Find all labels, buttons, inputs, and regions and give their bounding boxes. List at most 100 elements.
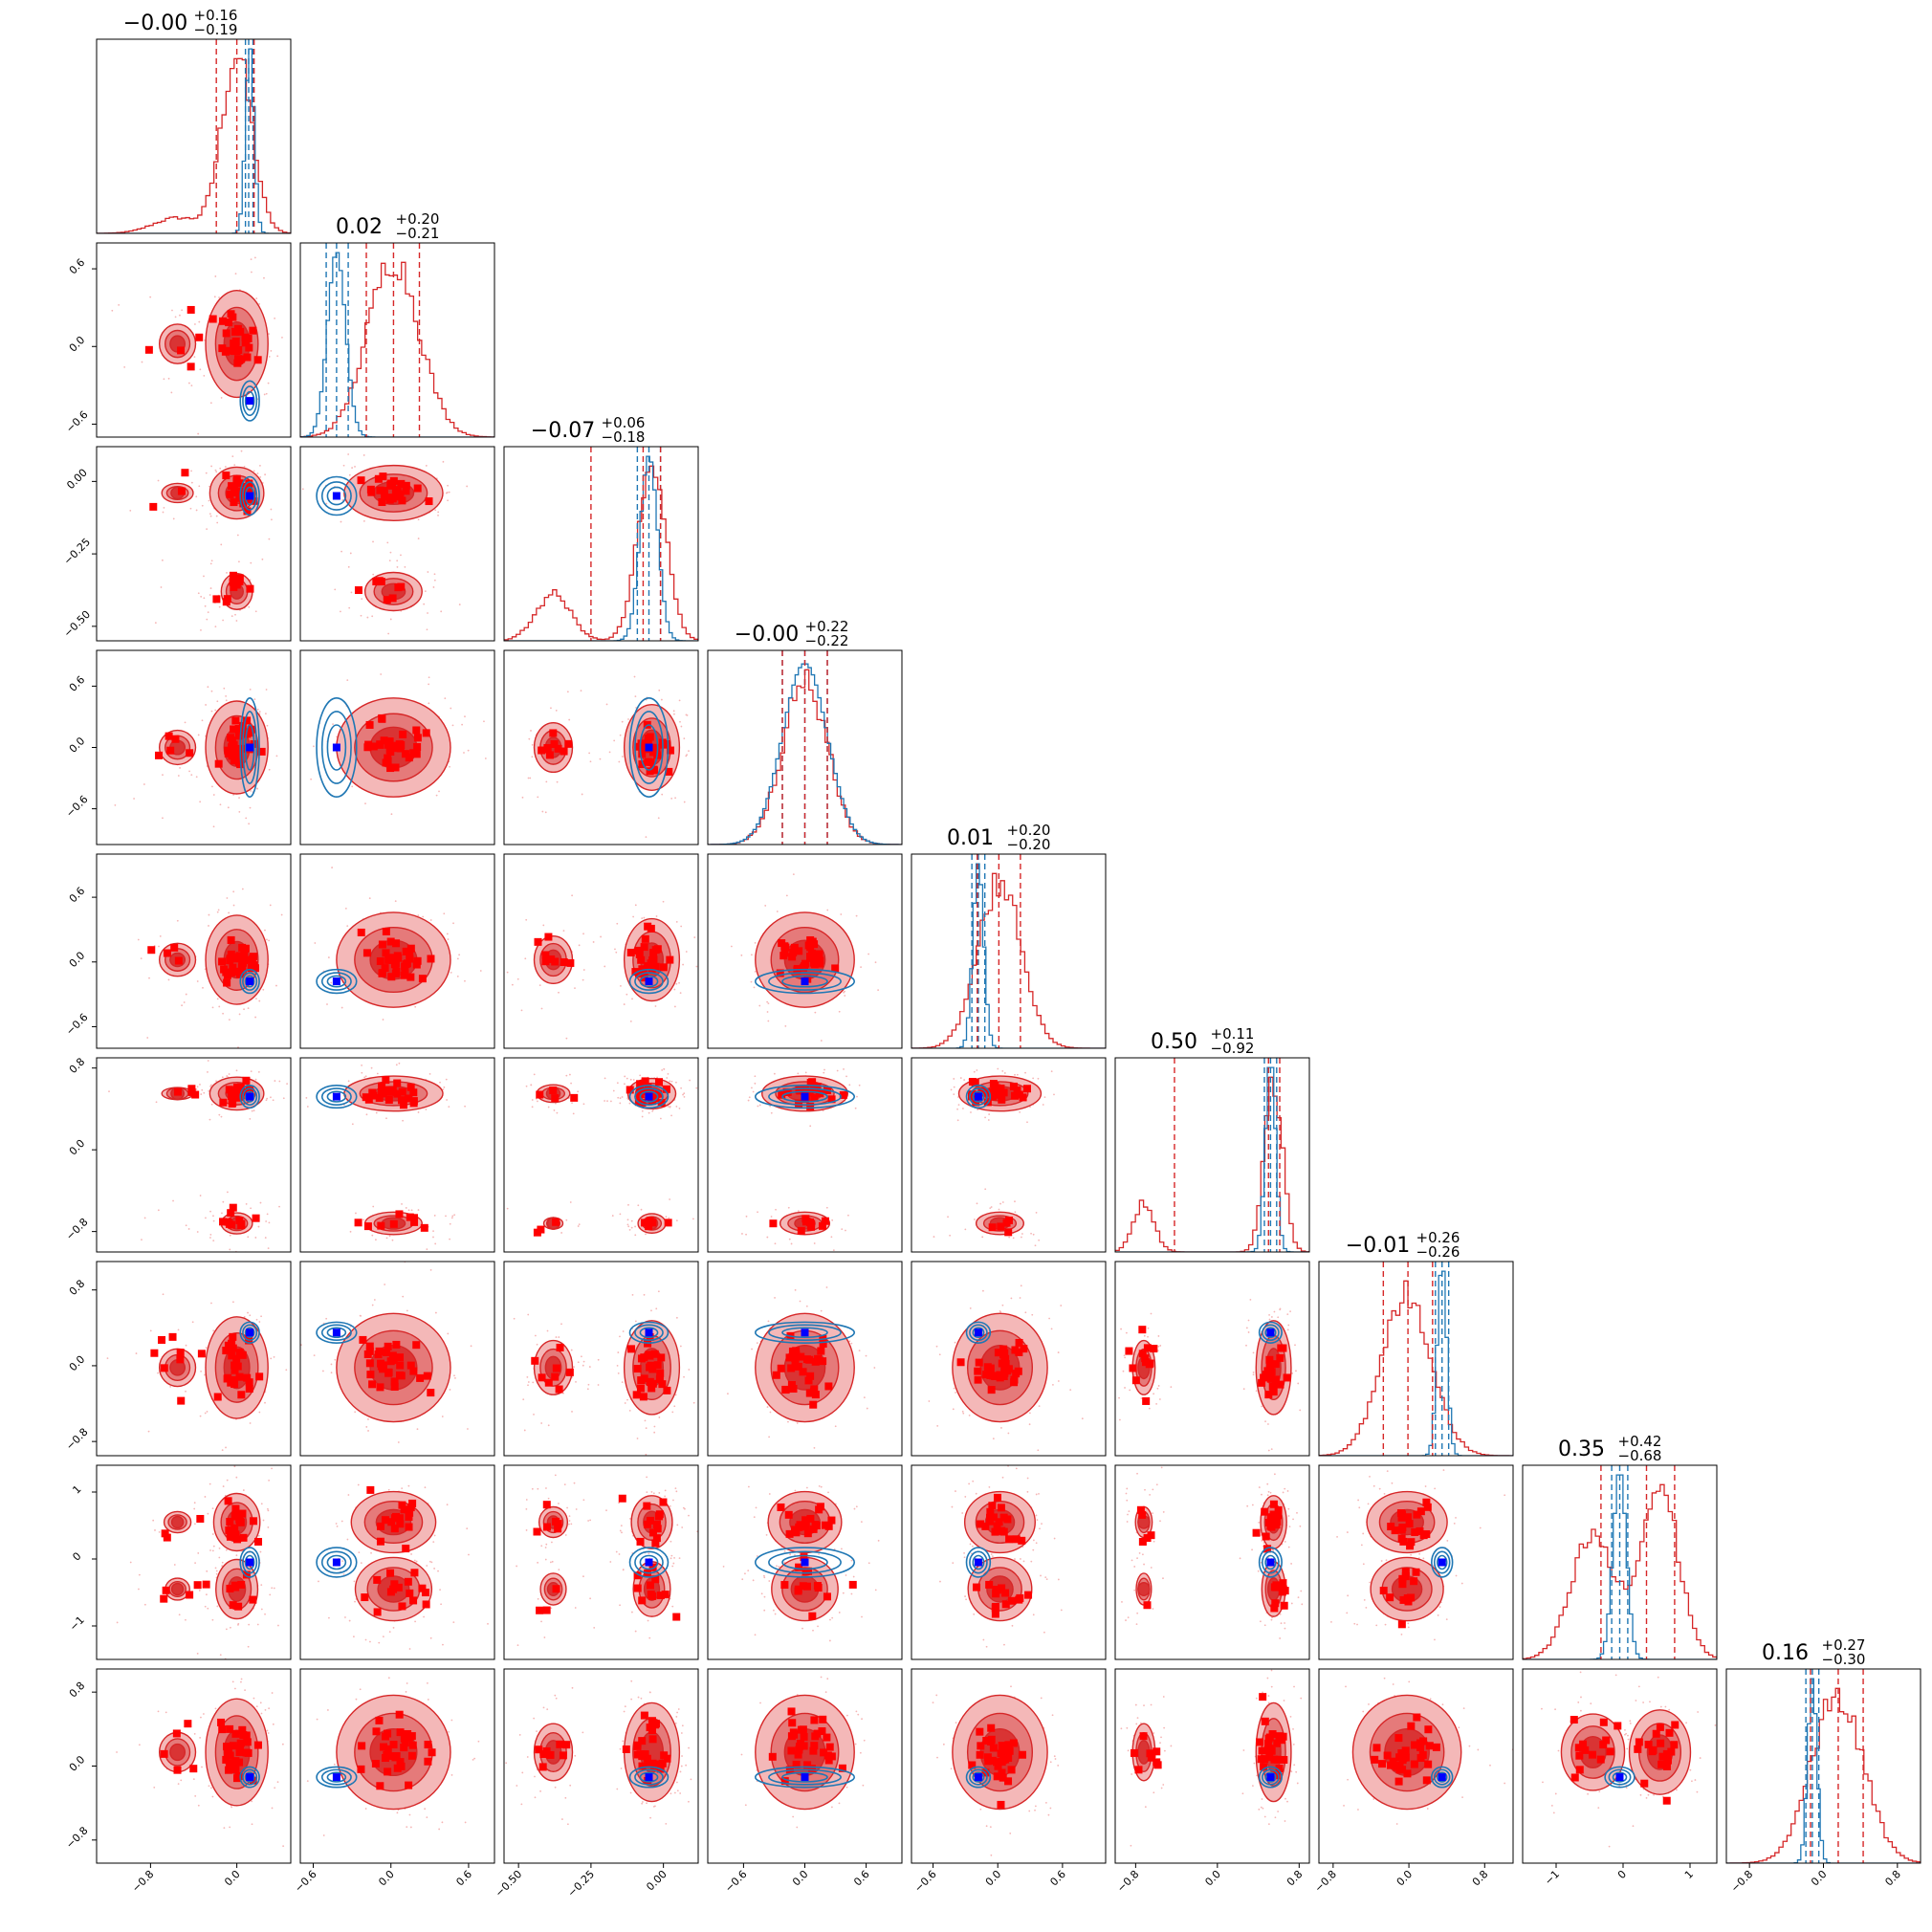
sample-point <box>199 801 202 803</box>
red-sample-marker <box>817 1347 825 1355</box>
sample-point <box>232 1301 234 1304</box>
sample-point <box>193 1502 196 1504</box>
sample-point <box>1042 1104 1044 1106</box>
sample-point <box>609 1561 612 1563</box>
truth-marker <box>246 977 254 986</box>
red-sample-marker <box>815 959 823 968</box>
red-sample-marker <box>160 1364 168 1372</box>
red-sample-marker <box>989 1080 998 1088</box>
red-sample-marker <box>427 955 435 963</box>
sample-point <box>375 1111 378 1114</box>
sample-point <box>433 579 436 582</box>
sample-point <box>209 1210 211 1213</box>
sample-point <box>586 1388 589 1391</box>
sample-point <box>285 1369 288 1372</box>
sample-point <box>1057 1380 1060 1382</box>
sample-point <box>628 1228 631 1231</box>
red-sample-marker <box>402 1545 410 1553</box>
red-sample-marker <box>186 749 194 757</box>
title-minus: −0.92 <box>1211 1040 1255 1057</box>
red-sample-marker <box>977 1087 986 1095</box>
sample-point <box>560 1232 563 1234</box>
red-sample-marker <box>163 949 171 957</box>
sample-point <box>616 922 619 925</box>
red-sample-marker <box>384 1342 392 1350</box>
red-sample-marker <box>225 1086 233 1094</box>
red-sample-marker <box>1129 1364 1137 1372</box>
sample-point <box>678 981 680 984</box>
sample-point <box>211 785 213 788</box>
sample-point <box>634 904 637 907</box>
sample-point <box>537 1487 539 1490</box>
sample-point <box>549 1561 552 1564</box>
sample-point <box>434 1311 437 1314</box>
sample-point <box>675 1490 678 1493</box>
sample-point <box>226 897 229 899</box>
sample-point <box>589 1519 592 1522</box>
panel-frame <box>96 1057 292 1253</box>
sample-point <box>228 911 231 914</box>
red-sample-marker <box>382 949 390 957</box>
sample-point <box>1245 1344 1247 1347</box>
sample-point <box>264 473 267 476</box>
sample-point <box>1294 1344 1296 1347</box>
panel-title: 0.02 +0.20−0.21 <box>336 210 439 242</box>
red-sample-marker <box>1271 1360 1280 1369</box>
red-sample-marker <box>154 751 163 759</box>
sample-point <box>260 1584 263 1587</box>
sample-point <box>169 1385 172 1388</box>
sample-point <box>1279 1307 1282 1310</box>
blue-contour <box>316 1547 358 1578</box>
sample-point <box>220 543 223 546</box>
sample-point <box>848 1340 851 1343</box>
sample-point <box>830 1236 833 1239</box>
sample-point <box>1019 1297 1021 1299</box>
red-sample-marker <box>374 474 383 483</box>
sample-point <box>773 1072 776 1075</box>
red-sample-marker <box>633 1365 642 1373</box>
sample-point <box>430 1561 433 1564</box>
sample-point <box>831 1218 834 1221</box>
sample-point <box>417 914 420 916</box>
sample-point <box>970 1111 972 1113</box>
sample-point <box>326 1003 328 1005</box>
red-sample-marker <box>406 1508 414 1517</box>
sample-point <box>209 1482 211 1485</box>
red-sample-marker <box>412 1341 421 1350</box>
truth-marker <box>246 1092 254 1101</box>
sample-point <box>1043 1096 1046 1099</box>
sample-point <box>556 780 559 783</box>
red-sample-marker <box>354 586 362 595</box>
sample-point <box>747 1099 750 1102</box>
sample-point <box>442 1643 444 1646</box>
red-sample-marker <box>777 1364 785 1372</box>
blue-contour <box>628 1085 670 1109</box>
sample-point <box>1124 1387 1126 1389</box>
sample-point <box>203 1091 206 1094</box>
red-sample-marker <box>372 578 381 586</box>
sample-point <box>106 1357 109 1360</box>
sample-point <box>577 1090 580 1093</box>
sample-point <box>558 1569 560 1570</box>
red-sample-marker <box>396 1361 405 1370</box>
sample-point <box>637 1204 640 1207</box>
sample-point <box>537 1561 539 1564</box>
sample-point <box>533 1073 536 1076</box>
red-sample-marker <box>404 1577 412 1586</box>
sample-point <box>532 1381 535 1384</box>
panel-frame <box>503 1057 699 1253</box>
sample-point <box>556 1111 559 1114</box>
sample-point <box>570 1523 573 1526</box>
contour-panel-4-2 <box>299 649 495 845</box>
sample-point <box>108 1090 110 1092</box>
sample-point <box>199 1195 202 1197</box>
sample-point <box>185 1224 187 1227</box>
sample-point <box>401 1487 404 1490</box>
red-sample-marker <box>250 953 258 961</box>
contour-panel-8-1: −101 <box>67 1464 292 1660</box>
sample-point <box>527 777 530 779</box>
red-sample-marker <box>1003 1367 1012 1375</box>
red-sample-marker <box>150 1349 159 1357</box>
sample-point <box>449 1222 451 1225</box>
sample-point <box>274 318 276 319</box>
